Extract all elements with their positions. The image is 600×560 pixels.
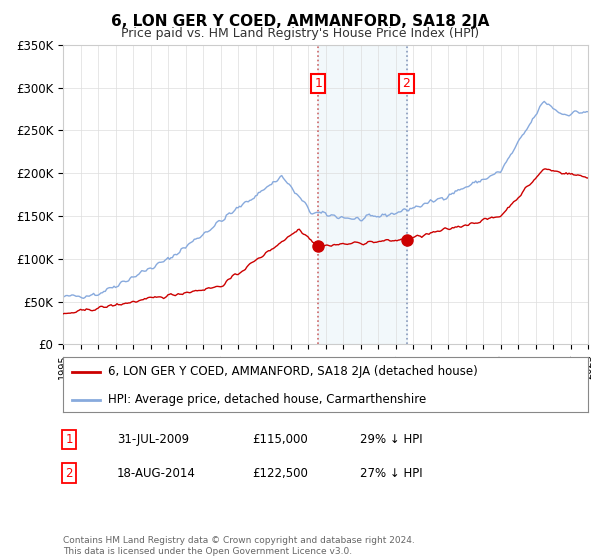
Text: 1: 1 xyxy=(314,77,322,90)
Text: 29% ↓ HPI: 29% ↓ HPI xyxy=(360,433,422,446)
Text: 2: 2 xyxy=(65,466,73,480)
Text: £115,000: £115,000 xyxy=(252,433,308,446)
Text: £122,500: £122,500 xyxy=(252,466,308,480)
Text: 27% ↓ HPI: 27% ↓ HPI xyxy=(360,466,422,480)
Text: 31-JUL-2009: 31-JUL-2009 xyxy=(117,433,189,446)
Text: 1: 1 xyxy=(65,433,73,446)
Text: Price paid vs. HM Land Registry's House Price Index (HPI): Price paid vs. HM Land Registry's House … xyxy=(121,27,479,40)
Text: HPI: Average price, detached house, Carmarthenshire: HPI: Average price, detached house, Carm… xyxy=(107,393,426,406)
Text: 6, LON GER Y COED, AMMANFORD, SA18 2JA: 6, LON GER Y COED, AMMANFORD, SA18 2JA xyxy=(111,14,489,29)
Bar xyxy=(318,45,407,344)
Text: 18-AUG-2014: 18-AUG-2014 xyxy=(117,466,196,480)
Text: 2: 2 xyxy=(403,77,410,90)
Text: Contains HM Land Registry data © Crown copyright and database right 2024.
This d: Contains HM Land Registry data © Crown c… xyxy=(63,536,415,556)
Text: 6, LON GER Y COED, AMMANFORD, SA18 2JA (detached house): 6, LON GER Y COED, AMMANFORD, SA18 2JA (… xyxy=(107,365,478,378)
